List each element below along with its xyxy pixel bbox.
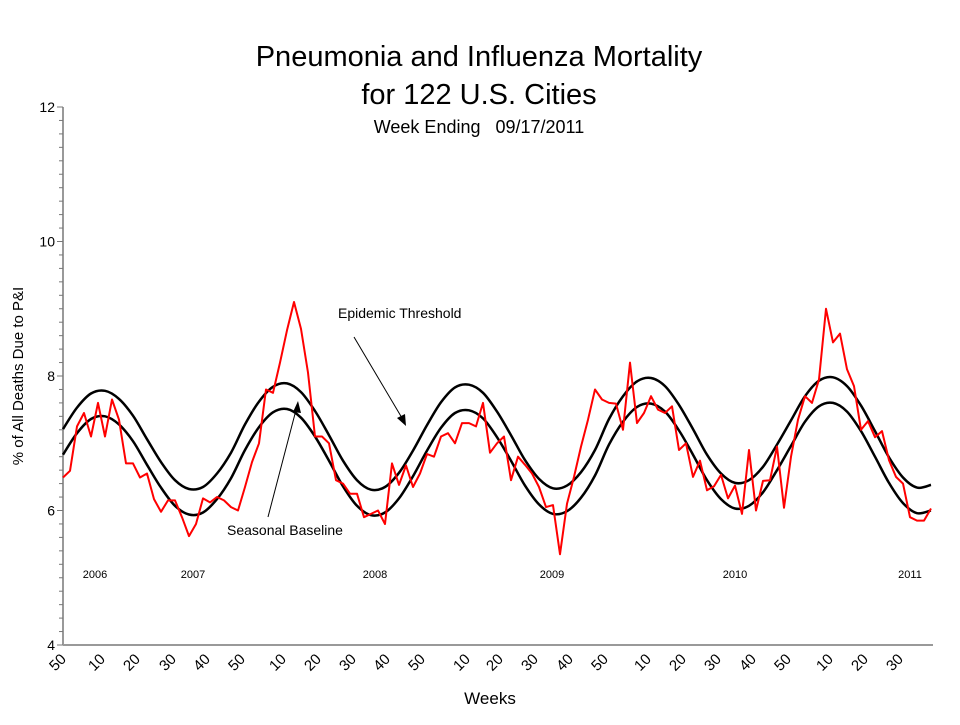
year-labels: 2006 2007 2008 2009 2010 2011 <box>83 569 922 581</box>
epidemic-threshold-annotation: Epidemic Threshold <box>338 305 461 426</box>
epidemic-threshold-arrow <box>353 336 403 419</box>
x-tick-label: 20 <box>483 651 507 675</box>
year-label: 2009 <box>540 569 564 581</box>
x-axis-label: Weeks <box>464 689 516 708</box>
x-tick-label: 40 <box>190 651 214 675</box>
seasonal-baseline-arrow <box>267 409 297 518</box>
epidemic-threshold-label: Epidemic Threshold <box>338 305 461 321</box>
x-tick-label: 10 <box>631 651 655 675</box>
chart-title-line2: for 122 U.S. Cities <box>361 79 596 111</box>
x-tick-label: 40 <box>370 651 394 675</box>
seasonal-baseline-label: Seasonal Baseline <box>227 522 343 538</box>
year-label: 2010 <box>723 569 747 581</box>
x-tick-label: 30 <box>518 651 542 675</box>
y-tick-label: 12 <box>39 99 55 115</box>
arrowhead-icon <box>397 414 406 426</box>
x-tick-label: 30 <box>883 651 907 675</box>
x-tick-label: 50 <box>225 651 249 675</box>
y-axis: 4 6 8 10 12 <box>39 99 64 653</box>
year-label: 2008 <box>363 569 387 581</box>
y-tick-label: 6 <box>47 503 55 519</box>
x-tick-label: 30 <box>336 651 360 675</box>
x-axis: 50 10 20 30 40 50 10 20 30 40 50 10 20 30 40 50 10 20 30 40… <box>46 644 933 675</box>
year-label: 2011 <box>898 569 922 581</box>
arrowhead-icon <box>293 401 301 413</box>
x-tick-label: 10 <box>450 651 474 675</box>
x-tick-label: 20 <box>120 651 144 675</box>
x-tick-label: 40 <box>736 651 760 675</box>
x-tick-label: 50 <box>771 651 795 675</box>
year-label: 2006 <box>83 569 107 581</box>
series-lines <box>61 301 932 556</box>
x-tick-label: 10 <box>813 651 837 675</box>
x-tick-label: 30 <box>701 651 725 675</box>
x-tick-label: 40 <box>553 651 577 675</box>
x-tick-label: 20 <box>848 651 872 675</box>
year-label: 2007 <box>181 569 205 581</box>
y-tick-label: 10 <box>39 234 55 250</box>
x-tick-label: 10 <box>266 651 290 675</box>
x-tick-label: 50 <box>588 651 612 675</box>
epidemic-threshold-line <box>61 375 932 492</box>
x-tick-label: 30 <box>156 651 180 675</box>
x-tick-label: 50 <box>405 651 429 675</box>
x-tick-label: 10 <box>85 651 109 675</box>
observed-line <box>62 301 932 556</box>
y-tick-label: 8 <box>47 368 55 384</box>
seasonal-baseline-line <box>61 401 932 517</box>
seasonal-baseline-annotation: Seasonal Baseline <box>227 401 343 538</box>
x-tick-label: 20 <box>666 651 690 675</box>
y-tick-label: 4 <box>47 637 55 653</box>
chart-title: Pneumonia and Influenza Mortality <box>256 41 703 73</box>
chart-subtitle: Week Ending 09/17/2011 <box>374 117 585 137</box>
x-tick-label: 20 <box>301 651 325 675</box>
y-axis-label: % of All Deaths Due to P&I <box>10 287 27 465</box>
x-tick-label: 50 <box>46 651 70 675</box>
